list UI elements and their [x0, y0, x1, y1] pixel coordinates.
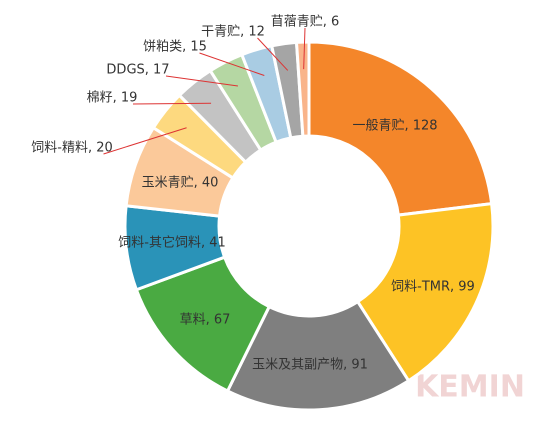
data-label: 一般青贮, 128 [352, 118, 437, 134]
data-label: 棉籽, 19 [87, 91, 138, 106]
data-label: 干青贮, 12 [201, 25, 265, 40]
data-label: 草料, 67 [180, 313, 231, 328]
data-label: 玉米青贮, 40 [142, 176, 219, 191]
leader-line [199, 52, 265, 76]
leader-line [257, 37, 289, 71]
slice [355, 201, 495, 383]
leader-line [103, 127, 187, 155]
slice [294, 40, 311, 138]
data-label: 饲料-TMR, 99 [391, 280, 475, 295]
data-label: DDGS, 17 [106, 63, 169, 78]
watermark: KEMIN [415, 370, 525, 405]
data-label: 饼粕类, 15 [143, 40, 207, 55]
data-label: 玉米及其副产物, 91 [252, 358, 368, 373]
data-label: 饲料-精料, 20 [31, 141, 113, 156]
leader-line [165, 75, 238, 87]
slice [225, 299, 411, 412]
leader-line [303, 27, 306, 70]
data-label: 苜蓿青贮, 6 [271, 15, 340, 30]
slice [307, 40, 494, 217]
data-label: 饲料-其它饲料, 41 [118, 235, 226, 251]
leader-line [132, 102, 212, 105]
